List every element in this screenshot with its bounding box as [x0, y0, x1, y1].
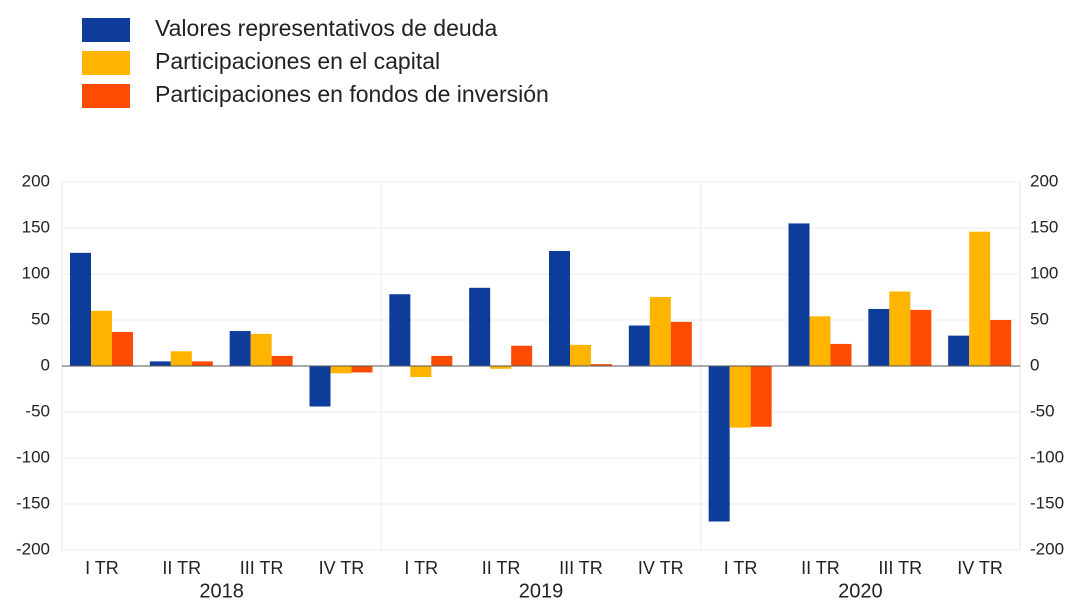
bar: [889, 291, 911, 366]
y-tick-label: 0: [41, 355, 50, 374]
bar: [91, 310, 112, 366]
y2-tick-label: -100: [1030, 447, 1064, 466]
bar: [570, 344, 591, 366]
bar: [830, 343, 852, 366]
y-tick-label: -200: [16, 539, 50, 558]
x-tick-label: III TR: [878, 558, 922, 578]
bar: [729, 366, 751, 428]
bar: [511, 345, 533, 366]
y-tick-label: -150: [16, 493, 50, 512]
x-tick-label: II TR: [482, 558, 521, 578]
bar: [628, 325, 650, 366]
x-tick-label: I TR: [724, 558, 758, 578]
y2-tick-label: 150: [1030, 217, 1058, 236]
bar: [250, 333, 272, 366]
y-tick-label: 200: [22, 171, 50, 190]
x-tick-label: III TR: [240, 558, 284, 578]
bar: [990, 320, 1012, 366]
y2-tick-label: 200: [1030, 171, 1058, 190]
bar: [389, 294, 411, 366]
x-tick-label: I TR: [85, 558, 119, 578]
bar: [910, 309, 932, 366]
bar: [149, 361, 171, 366]
y-tick-label: 100: [22, 263, 50, 282]
x-tick-label: III TR: [559, 558, 603, 578]
y2-tick-label: -50: [1030, 401, 1055, 420]
bar: [271, 355, 293, 366]
bar: [191, 361, 213, 366]
y2-tick-label: -150: [1030, 493, 1064, 512]
x-tick-label: II TR: [162, 558, 201, 578]
x-tick-label: IV TR: [638, 558, 684, 578]
bar: [969, 231, 991, 366]
y-tick-label: 50: [31, 309, 50, 328]
bar: [229, 331, 251, 366]
x-tick-label: I TR: [404, 558, 438, 578]
legend-label: Participaciones en el capital: [155, 48, 440, 74]
bar: [809, 316, 831, 366]
bar: [788, 223, 810, 366]
y2-tick-label: -200: [1030, 539, 1064, 558]
legend-swatch: [82, 18, 130, 42]
bar: [549, 251, 570, 366]
y-tick-label: 150: [22, 217, 50, 236]
y2-tick-label: 50: [1030, 309, 1049, 328]
bar: [112, 331, 133, 366]
group-label: 2020: [838, 580, 883, 601]
x-tick-label: II TR: [801, 558, 840, 578]
legend-swatch: [82, 84, 130, 108]
group-label: 2018: [199, 580, 244, 601]
y-tick-label: -50: [25, 401, 50, 420]
bar: [750, 366, 772, 427]
bar: [649, 297, 671, 366]
bar: [591, 364, 612, 366]
bar: [431, 355, 453, 366]
y-tick-label: -100: [16, 447, 50, 466]
y2-tick-label: 0: [1030, 355, 1039, 374]
bar: [708, 366, 730, 522]
bar: [410, 366, 432, 378]
bar: [170, 351, 192, 366]
bar: [868, 308, 890, 366]
bar: [490, 366, 512, 369]
legend-swatch: [82, 51, 130, 75]
y2-tick-label: 100: [1030, 263, 1058, 282]
bar: [469, 287, 491, 366]
bar: [948, 335, 970, 366]
bar: [351, 366, 373, 373]
group-label: 2019: [519, 580, 564, 601]
x-tick-label: IV TR: [319, 558, 365, 578]
legend-label: Participaciones en fondos de inversión: [155, 81, 549, 107]
bar: [70, 252, 91, 366]
x-tick-label: IV TR: [957, 558, 1003, 578]
legend-label: Valores representativos de deuda: [155, 15, 497, 41]
bar: [309, 366, 331, 407]
bar: [670, 321, 692, 366]
bar: [330, 366, 352, 374]
